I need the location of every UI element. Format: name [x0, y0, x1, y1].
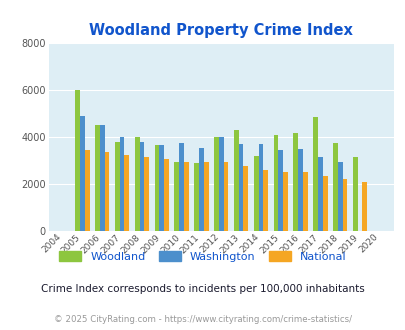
Bar [95, 125, 100, 231]
Bar [183, 162, 188, 231]
Bar [313, 117, 317, 231]
Bar [238, 144, 243, 231]
Bar [223, 162, 228, 231]
Bar [139, 142, 144, 231]
Bar [337, 162, 342, 231]
Bar [282, 172, 287, 231]
Bar [273, 135, 278, 231]
Bar [322, 176, 327, 231]
Bar [85, 150, 90, 231]
Bar [213, 137, 218, 231]
Bar [203, 162, 208, 231]
Bar [100, 125, 104, 231]
Bar [342, 179, 347, 231]
Bar [198, 148, 203, 231]
Bar [253, 156, 258, 231]
Text: © 2025 CityRating.com - https://www.cityrating.com/crime-statistics/: © 2025 CityRating.com - https://www.city… [54, 315, 351, 324]
Bar [194, 163, 198, 231]
Bar [243, 166, 247, 231]
Legend: Woodland, Washington, National: Woodland, Washington, National [55, 247, 350, 266]
Bar [298, 149, 302, 231]
Bar [75, 90, 80, 231]
Bar [115, 142, 119, 231]
Bar [159, 145, 164, 231]
Bar [263, 170, 267, 231]
Bar [362, 182, 367, 231]
Bar [134, 137, 139, 231]
Title: Woodland Property Crime Index: Woodland Property Crime Index [89, 22, 352, 38]
Bar [119, 137, 124, 231]
Bar [124, 154, 129, 231]
Bar [293, 133, 298, 231]
Bar [317, 157, 322, 231]
Bar [104, 152, 109, 231]
Bar [218, 137, 223, 231]
Bar [179, 143, 183, 231]
Bar [278, 150, 282, 231]
Bar [144, 157, 149, 231]
Bar [174, 162, 179, 231]
Bar [164, 159, 168, 231]
Bar [352, 157, 357, 231]
Bar [154, 145, 159, 231]
Bar [258, 144, 263, 231]
Bar [80, 116, 85, 231]
Text: Crime Index corresponds to incidents per 100,000 inhabitants: Crime Index corresponds to incidents per… [41, 284, 364, 294]
Bar [333, 143, 337, 231]
Bar [233, 130, 238, 231]
Bar [302, 172, 307, 231]
